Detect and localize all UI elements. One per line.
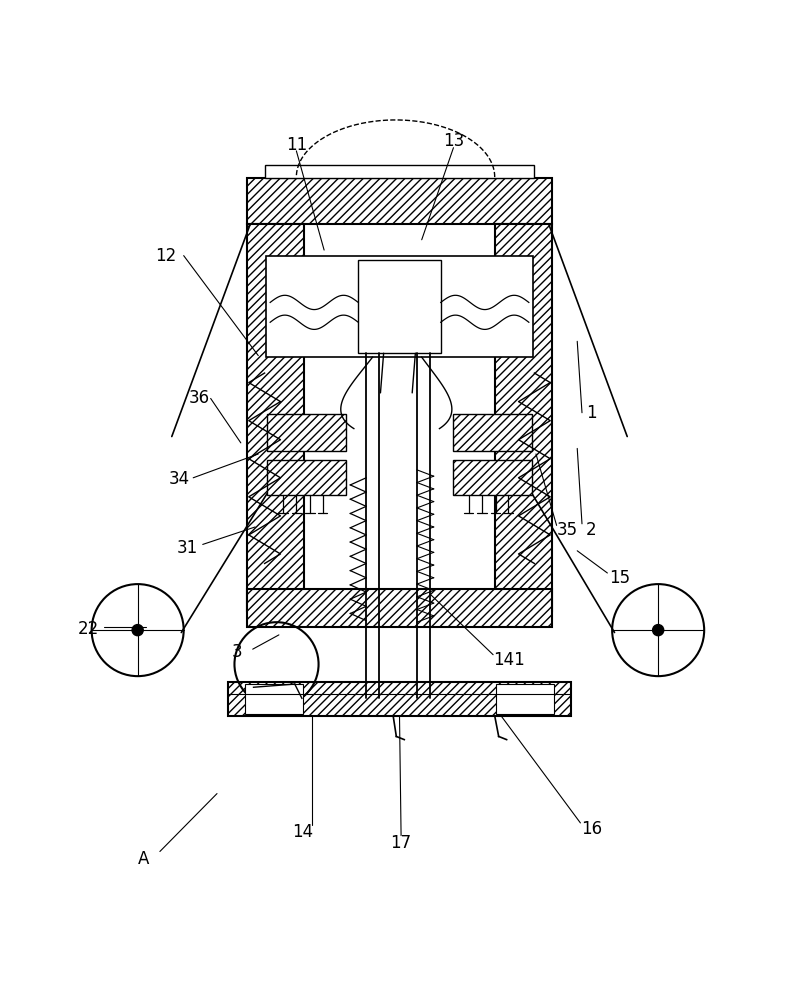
Text: 22: 22	[78, 620, 99, 638]
Text: 1: 1	[586, 404, 597, 422]
Text: 34: 34	[169, 470, 189, 488]
Bar	[358, 260, 441, 353]
Text: 31: 31	[177, 539, 197, 557]
Text: 2: 2	[586, 521, 597, 539]
Text: 11: 11	[286, 136, 307, 154]
Bar	[264, 165, 535, 178]
Bar	[495, 684, 555, 714]
Text: 35: 35	[557, 521, 578, 539]
Bar	[247, 178, 552, 224]
Circle shape	[132, 625, 143, 636]
Text: 14: 14	[292, 823, 313, 841]
Circle shape	[653, 625, 664, 636]
Text: 16: 16	[581, 820, 602, 838]
Bar	[266, 256, 533, 357]
Bar	[267, 460, 346, 495]
Text: 141: 141	[493, 651, 525, 669]
Bar	[247, 589, 552, 627]
Text: 13: 13	[443, 132, 464, 150]
Text: 17: 17	[391, 834, 411, 852]
Text: 15: 15	[610, 569, 630, 587]
Bar	[229, 682, 570, 716]
Bar	[267, 414, 346, 451]
Text: 3: 3	[232, 643, 242, 661]
Text: 12: 12	[155, 247, 176, 265]
Text: 36: 36	[189, 389, 210, 407]
Bar	[453, 460, 532, 495]
Bar	[244, 684, 304, 714]
Text: A: A	[138, 850, 149, 868]
Bar	[453, 414, 532, 451]
Bar	[247, 224, 304, 611]
Bar	[495, 224, 552, 611]
